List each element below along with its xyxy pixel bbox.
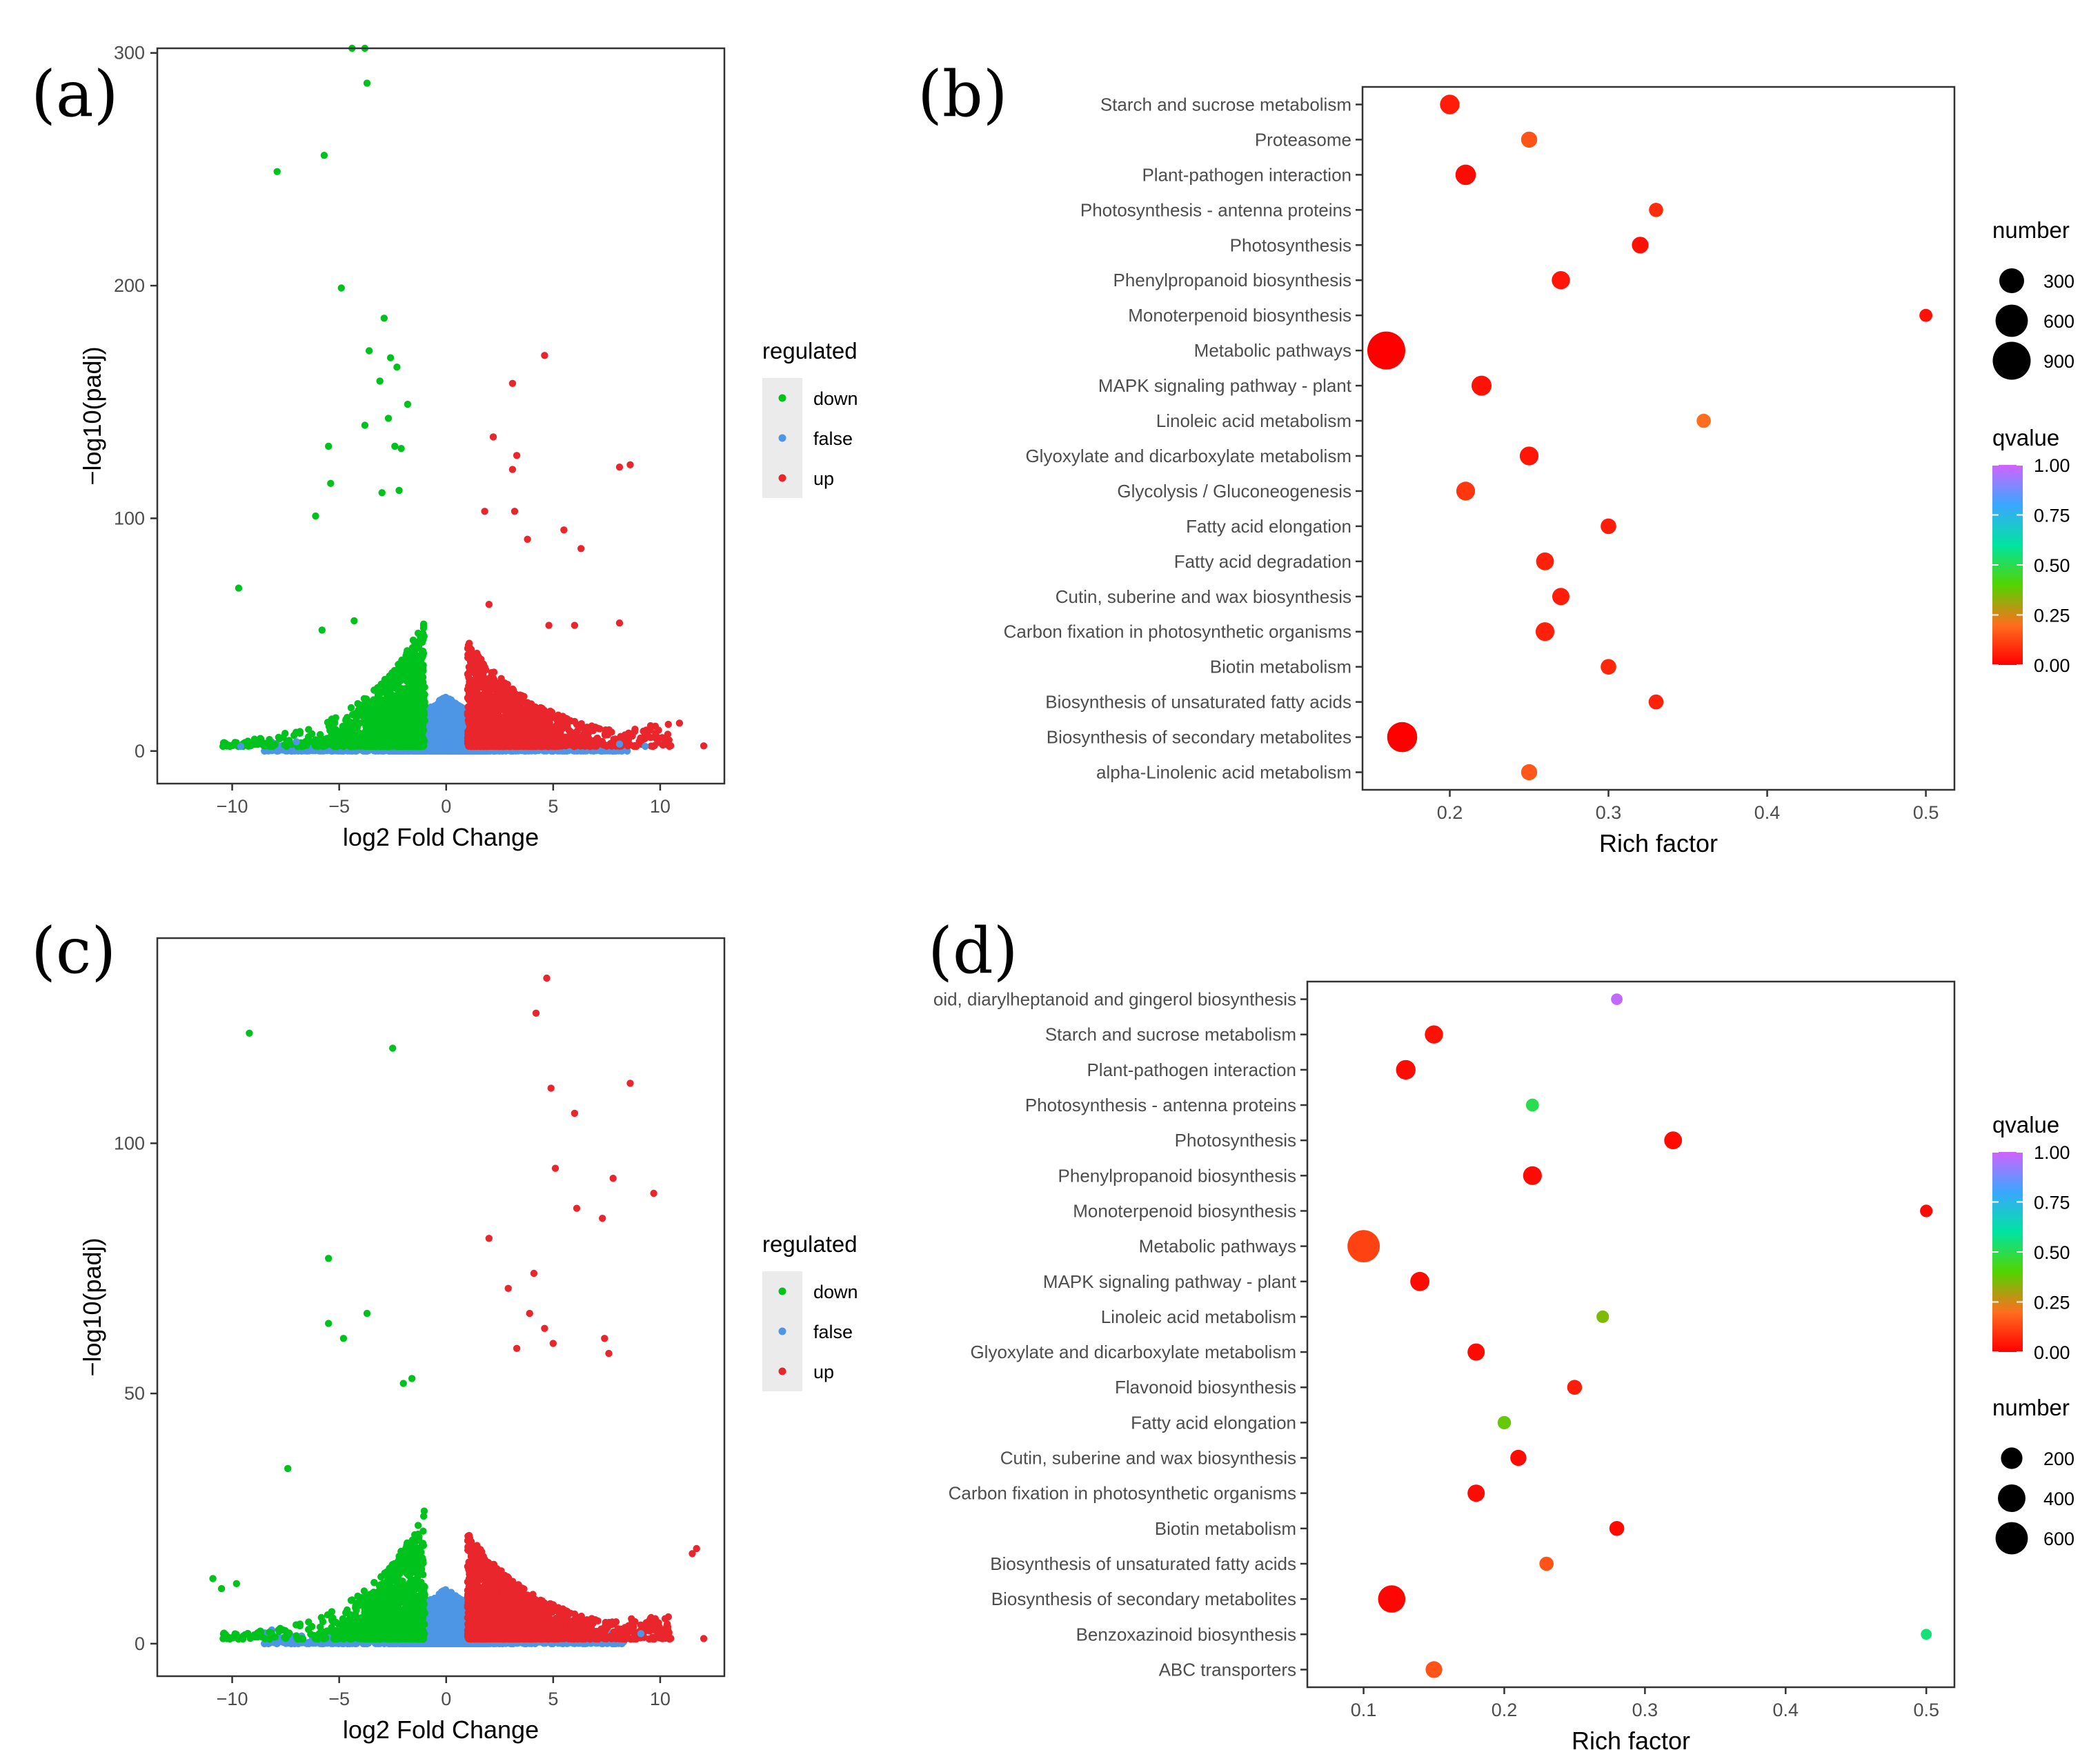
data-point [446, 729, 454, 737]
data-point [439, 733, 447, 740]
data-point [446, 721, 454, 728]
data-point [444, 746, 453, 754]
panel-letter: (a) [31, 57, 119, 131]
data-points [219, 44, 708, 755]
data-point [437, 695, 446, 704]
data-point [426, 742, 435, 750]
data-point [457, 739, 466, 746]
data-point [455, 702, 462, 709]
data-point [438, 739, 446, 747]
data-point [435, 711, 443, 719]
data-point [430, 730, 438, 738]
data-point [453, 717, 462, 724]
data-point [442, 707, 449, 715]
data-point [432, 722, 439, 730]
